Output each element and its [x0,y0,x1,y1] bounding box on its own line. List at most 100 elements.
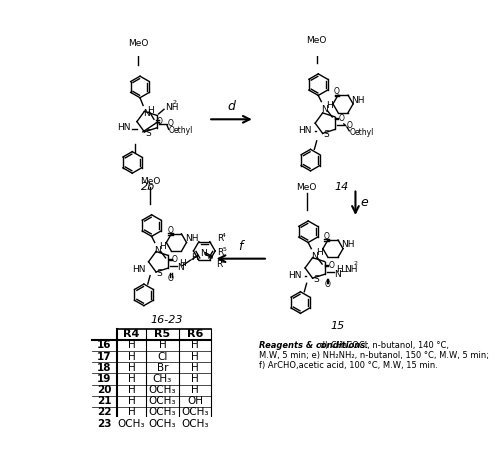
Text: H: H [191,363,199,373]
Text: 16-23: 16-23 [151,315,184,325]
Text: H: H [128,374,136,384]
Text: f) ArCHO,acetic acid, 100 °C, M.W, 15 min.: f) ArCHO,acetic acid, 100 °C, M.W, 15 mi… [258,361,438,370]
Text: —: — [339,267,348,276]
Text: H: H [128,341,136,351]
Text: N: N [200,249,206,258]
Text: OCH₃: OCH₃ [182,419,209,429]
Text: 18: 18 [97,363,112,373]
Text: R: R [218,248,224,257]
Text: R: R [216,260,222,269]
Text: S: S [156,269,162,278]
Text: NH: NH [342,240,355,249]
Text: 2: 2 [354,261,358,266]
Text: N: N [311,252,318,261]
Text: ethyl: ethyl [354,128,374,137]
Text: OH: OH [187,396,203,406]
Text: O: O [168,274,174,283]
Text: OCH₃: OCH₃ [148,419,176,429]
Text: 14: 14 [334,182,348,192]
Text: 6: 6 [220,259,224,264]
Text: N: N [334,270,340,278]
Text: Br: Br [156,363,168,373]
Text: O: O [168,226,173,234]
Text: H: H [191,351,199,362]
Text: H: H [128,396,136,406]
Text: 2b: 2b [140,182,155,192]
Text: M.W, 5 min; e) NH₂NH₂, n-butanol, 150 °C, M.W, 5 min;: M.W, 5 min; e) NH₂NH₂, n-butanol, 150 °C… [258,351,488,360]
Text: O: O [324,280,330,289]
Text: HN: HN [298,126,312,135]
Text: OCH₃: OCH₃ [148,396,176,406]
Text: H: H [191,374,199,384]
Text: R4: R4 [124,329,140,339]
Text: NH: NH [185,234,198,243]
Text: H: H [128,351,136,362]
Text: MeO: MeO [140,177,160,186]
Text: O: O [338,114,344,123]
Text: R6: R6 [187,329,203,339]
Text: 16: 16 [97,341,112,351]
Text: OCH₃: OCH₃ [118,419,145,429]
Text: O: O [167,119,173,128]
Text: H: H [191,385,199,395]
Text: 17: 17 [97,351,112,362]
Text: H: H [128,363,136,373]
Text: N: N [321,105,328,114]
Text: O: O [156,117,162,126]
Text: H: H [148,106,154,115]
Text: 4: 4 [222,233,226,238]
Text: O: O [324,232,330,241]
Text: H: H [316,248,322,257]
Text: N: N [154,246,161,255]
Text: H: H [191,341,199,351]
Text: H: H [336,265,343,274]
Text: H: H [158,341,166,351]
Text: MeO: MeO [128,38,148,48]
Text: f: f [238,240,243,253]
Text: MeO: MeO [296,183,317,192]
Text: O: O [334,87,340,96]
Text: S: S [145,129,150,138]
Text: OCH₃: OCH₃ [148,385,176,395]
Text: S: S [323,130,329,139]
Text: Cl: Cl [158,351,168,362]
Text: d: d [228,100,235,113]
Text: O: O [346,121,352,130]
Text: OCH₃: OCH₃ [148,408,176,417]
Text: N: N [177,263,184,272]
Text: HN: HN [288,271,302,280]
Text: O: O [349,128,355,137]
Text: H: H [191,253,198,263]
Text: 5: 5 [222,247,226,252]
Text: N: N [143,110,150,118]
Text: H: H [128,408,136,417]
Text: NH: NH [165,103,178,112]
Text: NH: NH [344,265,358,274]
Text: HN: HN [132,265,145,274]
Text: d) CH₃COCl, n-butanol, 140 °C,: d) CH₃COCl, n-butanol, 140 °C, [318,341,450,350]
Text: S: S [313,275,319,284]
Text: MeO: MeO [306,36,327,45]
Text: R: R [216,234,223,243]
Text: HN: HN [117,123,130,132]
Text: 19: 19 [97,374,112,384]
Text: 22: 22 [97,408,112,417]
Text: OCH₃: OCH₃ [182,408,209,417]
Text: CH₃: CH₃ [153,374,172,384]
Text: NH: NH [352,95,365,104]
Text: 15: 15 [330,321,345,331]
Text: 20: 20 [97,385,112,395]
Text: H: H [128,385,136,395]
Text: O: O [172,255,178,264]
Text: R5: R5 [154,329,170,339]
Text: 2: 2 [172,100,176,105]
Text: 23: 23 [97,419,112,429]
Text: H: H [326,101,332,110]
Text: e: e [361,196,368,209]
Text: O: O [328,261,334,270]
Text: ethyl: ethyl [174,126,194,135]
Text: H: H [180,259,186,268]
Text: O: O [168,126,174,135]
Text: 21: 21 [97,396,112,406]
Text: H: H [159,242,166,251]
